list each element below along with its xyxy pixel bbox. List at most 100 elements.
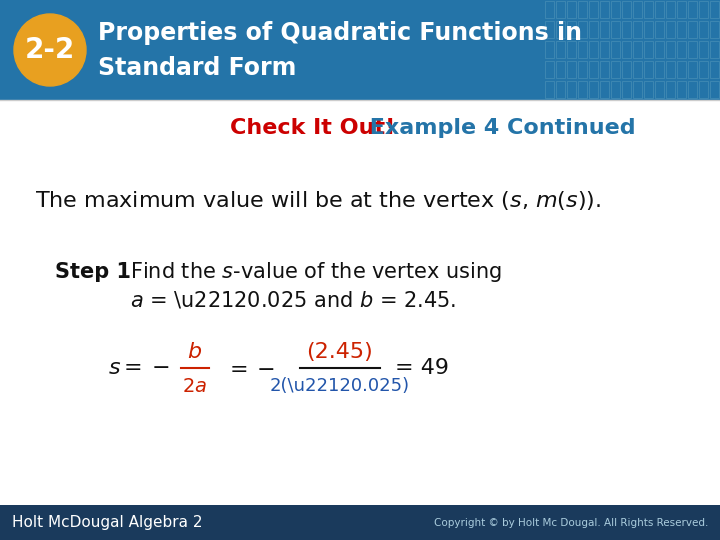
Text: Check It Out!: Check It Out! [230, 118, 395, 138]
Bar [545, 21, 554, 38]
Bar [710, 61, 719, 78]
Circle shape [14, 14, 86, 86]
Bar [611, 41, 620, 58]
Text: $b$: $b$ [187, 342, 202, 362]
Text: Step 1: Step 1 [55, 262, 131, 282]
Bar [633, 81, 642, 98]
Bar [600, 1, 609, 18]
Bar [633, 41, 642, 58]
Bar [666, 61, 675, 78]
Bar [655, 81, 664, 98]
Text: $= -$: $= -$ [225, 358, 275, 378]
Bar [677, 61, 686, 78]
Bar [578, 21, 587, 38]
Bar [622, 61, 631, 78]
Bar [600, 21, 609, 38]
Bar [556, 61, 565, 78]
Bar [666, 1, 675, 18]
Bar [589, 81, 598, 98]
Bar [545, 81, 554, 98]
Bar [633, 21, 642, 38]
Bar [589, 61, 598, 78]
Bar [545, 41, 554, 58]
Bar [699, 61, 708, 78]
Bar [710, 41, 719, 58]
Bar [611, 1, 620, 18]
Bar [611, 21, 620, 38]
Bar [622, 81, 631, 98]
Text: = 49: = 49 [395, 358, 449, 378]
Text: $a$ = \u22120.025 and $b$ = 2.45.: $a$ = \u22120.025 and $b$ = 2.45. [130, 289, 456, 310]
Bar [688, 41, 697, 58]
Bar [589, 21, 598, 38]
Bar [644, 1, 653, 18]
Text: Standard Form: Standard Form [98, 56, 297, 80]
Text: 2$a$: 2$a$ [182, 376, 207, 395]
Bar [677, 41, 686, 58]
Bar [688, 1, 697, 18]
Bar [545, 1, 554, 18]
Bar [600, 61, 609, 78]
Bar [622, 1, 631, 18]
Bar [677, 1, 686, 18]
Bar [611, 81, 620, 98]
Bar [655, 21, 664, 38]
Bar [578, 81, 587, 98]
Text: The maximum value will be at the vertex ($s$, $m$($s$)).: The maximum value will be at the vertex … [35, 188, 601, 212]
Bar [0, 505, 720, 540]
Bar [0, 0, 720, 100]
Bar [622, 41, 631, 58]
Bar [688, 61, 697, 78]
Bar [699, 21, 708, 38]
Bar [622, 21, 631, 38]
Bar [589, 41, 598, 58]
Bar [556, 81, 565, 98]
Bar [589, 1, 598, 18]
Bar [556, 41, 565, 58]
Bar [666, 81, 675, 98]
Bar [699, 1, 708, 18]
Bar [567, 1, 576, 18]
Bar [545, 61, 554, 78]
Text: $s = -$: $s = -$ [108, 358, 169, 378]
Bar [556, 1, 565, 18]
Bar [710, 21, 719, 38]
Bar [666, 41, 675, 58]
Bar [633, 1, 642, 18]
Text: Example 4 Continued: Example 4 Continued [362, 118, 636, 138]
Bar [611, 61, 620, 78]
Text: Copyright © by Holt Mc Dougal. All Rights Reserved.: Copyright © by Holt Mc Dougal. All Right… [433, 517, 708, 528]
Bar [677, 21, 686, 38]
Bar [556, 21, 565, 38]
Bar [677, 81, 686, 98]
Bar [688, 21, 697, 38]
Bar [666, 21, 675, 38]
Bar [699, 81, 708, 98]
Text: Properties of Quadratic Functions in: Properties of Quadratic Functions in [98, 21, 582, 45]
Bar [644, 81, 653, 98]
Text: 2(\u22120.025): 2(\u22120.025) [270, 377, 410, 395]
Text: Find the $s$-value of the vertex using: Find the $s$-value of the vertex using [130, 260, 502, 284]
Bar [644, 61, 653, 78]
Bar [633, 61, 642, 78]
Bar [710, 81, 719, 98]
Bar [644, 41, 653, 58]
Text: Holt McDougal Algebra 2: Holt McDougal Algebra 2 [12, 515, 202, 530]
Bar [578, 1, 587, 18]
Bar [600, 41, 609, 58]
Bar [578, 41, 587, 58]
Bar [567, 81, 576, 98]
Bar [655, 41, 664, 58]
Text: (2.45): (2.45) [307, 342, 374, 362]
Text: 2-2: 2-2 [25, 36, 75, 64]
Bar [655, 61, 664, 78]
Bar [567, 61, 576, 78]
Bar [578, 61, 587, 78]
Bar [699, 41, 708, 58]
Bar [688, 81, 697, 98]
Bar [655, 1, 664, 18]
Bar [567, 21, 576, 38]
Bar [600, 81, 609, 98]
Bar [644, 21, 653, 38]
Bar [710, 1, 719, 18]
